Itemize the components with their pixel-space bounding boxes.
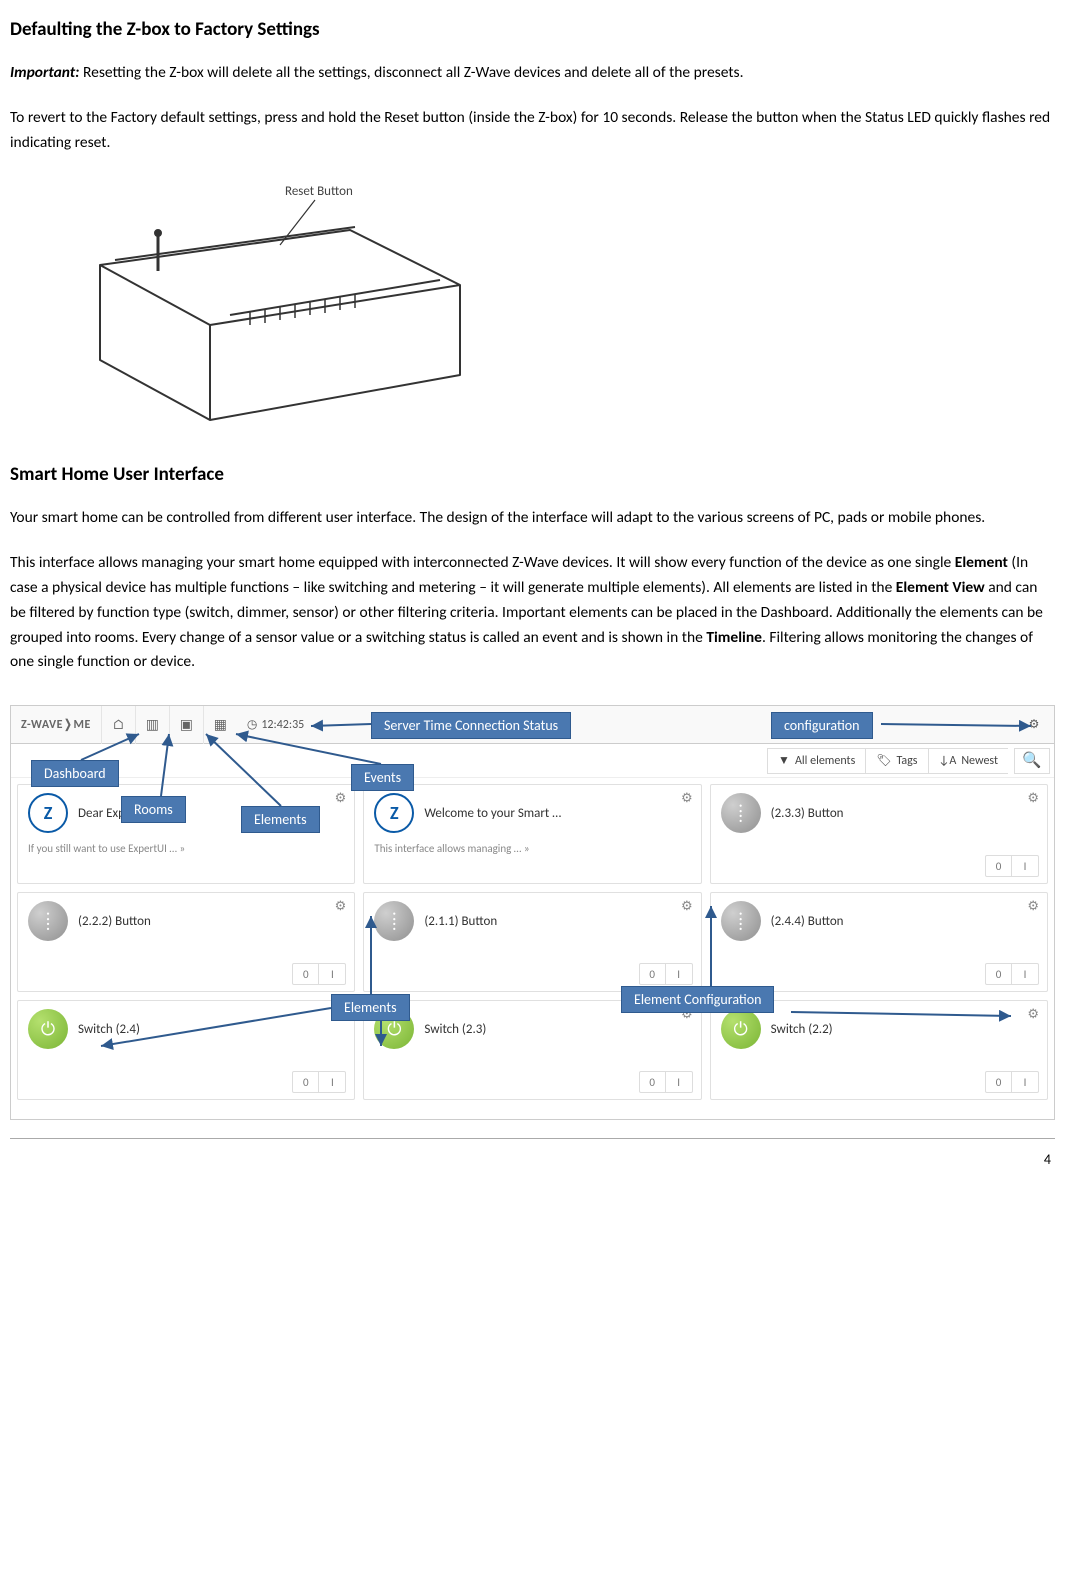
- card-title: Switch (2.3): [424, 1022, 486, 1037]
- search-icon[interactable]: 🔍: [1014, 748, 1050, 774]
- cards-grid: ⚙ Z Dear Expert User If you still want t…: [11, 778, 1054, 1114]
- p4d: Element View: [896, 578, 985, 597]
- zwave-badge-icon: Z: [28, 793, 68, 833]
- filter-tags-label: Tags: [897, 754, 918, 768]
- toggle-01[interactable]: 0I: [985, 963, 1039, 985]
- filter-newest[interactable]: ↓A Newest: [928, 748, 1009, 774]
- ui-screenshot: Z-WAVE❭ME ⌂ ▥ ▣ ▦ ◷ 12:42:35 ⚙ ▼ All ele…: [10, 705, 1055, 1120]
- card-gear-icon[interactable]: ⚙: [335, 899, 347, 914]
- switch-badge-icon: ⏻: [721, 1009, 761, 1049]
- card-gear-icon[interactable]: ⚙: [1027, 899, 1039, 914]
- elements-icon[interactable]: ▣: [169, 706, 203, 744]
- callout-server-time: Server Time Connection Status: [371, 712, 571, 739]
- card-expert-user[interactable]: ⚙ Z Dear Expert User If you still want t…: [17, 784, 355, 884]
- card-subtitle: This interface allows managing … »: [374, 842, 529, 855]
- config-gear-icon[interactable]: ⚙: [1014, 717, 1054, 732]
- brand-logo: Z-WAVE❭ME: [11, 717, 101, 732]
- callout-element-config: Element Configuration: [621, 986, 774, 1013]
- card-title: (2.2.2) Button: [78, 914, 151, 929]
- card-button-233[interactable]: ⚙ ⁞ (2.3.3) Button 0I: [710, 784, 1048, 884]
- card-title: Welcome to your Smart …: [424, 806, 561, 821]
- filter-all-label: All elements: [795, 754, 855, 768]
- filter-all-elements[interactable]: ▼ All elements: [767, 748, 865, 774]
- callout-dashboard: Dashboard: [31, 760, 119, 787]
- rooms-icon[interactable]: ▥: [135, 706, 169, 744]
- card-switch-24[interactable]: ⚙ ⏻ Switch (2.4) 0I: [17, 1000, 355, 1100]
- card-title: Switch (2.2): [771, 1022, 833, 1037]
- para-smart-home: Your smart home can be controlled from d…: [10, 506, 1055, 531]
- card-gear-icon[interactable]: ⚙: [681, 899, 693, 914]
- callout-elements-bottom: Elements: [331, 994, 410, 1021]
- time-text: 12:42:35: [261, 718, 304, 732]
- card-gear-icon[interactable]: ⚙: [1027, 791, 1039, 806]
- home-icon[interactable]: ⌂: [101, 706, 135, 744]
- para-interface-desc: This interface allows managing your smar…: [10, 551, 1055, 675]
- zwave-badge-icon: Z: [374, 793, 414, 833]
- toggle-01[interactable]: 0I: [292, 963, 346, 985]
- card-switch-22[interactable]: ⚙ ⏻ Switch (2.2) 0I: [710, 1000, 1048, 1100]
- toggle-01[interactable]: 0I: [639, 1071, 693, 1093]
- page-divider: [10, 1138, 1055, 1139]
- heading-smart-home-ui: Smart Home User Interface: [10, 463, 1055, 486]
- events-icon[interactable]: ▦: [203, 706, 237, 744]
- card-subtitle: If you still want to use ExpertUI … »: [28, 842, 185, 855]
- filter-newest-label: Newest: [961, 754, 998, 768]
- toggle-01[interactable]: 0I: [639, 963, 693, 985]
- card-switch-23[interactable]: ⚙ ⏻ Switch (2.3) 0I: [363, 1000, 701, 1100]
- callout-rooms: Rooms: [121, 796, 186, 823]
- p4b: Element: [955, 553, 1008, 572]
- toggle-01[interactable]: 0I: [985, 1071, 1039, 1093]
- toggle-01[interactable]: 0I: [292, 1071, 346, 1093]
- callout-configuration: configuration: [771, 712, 873, 739]
- device-diagram: Reset Button: [50, 175, 1055, 445]
- callout-elements-top: Elements: [241, 806, 320, 833]
- page-number: 4: [10, 1141, 1055, 1172]
- card-button-222[interactable]: ⚙ ⁞ (2.2.2) Button 0I: [17, 892, 355, 992]
- card-title: (2.4.4) Button: [771, 914, 844, 929]
- important-label: Important:: [10, 63, 79, 82]
- card-button-211[interactable]: ⚙ ⁞ (2.1.1) Button 0I: [363, 892, 701, 992]
- heading-defaulting: Defaulting the Z-box to Factory Settings: [10, 18, 1055, 41]
- card-title: Switch (2.4): [78, 1022, 140, 1037]
- para-important: Important: Resetting the Z-box will dele…: [10, 61, 1055, 86]
- button-badge-icon: ⁞: [28, 901, 68, 941]
- filter-tags[interactable]: 🏷 Tags: [865, 748, 927, 774]
- card-gear-icon[interactable]: ⚙: [681, 791, 693, 806]
- p4a: This interface allows managing your smar…: [10, 553, 955, 572]
- toggle-01[interactable]: 0I: [985, 855, 1039, 877]
- filter-row: ▼ All elements 🏷 Tags ↓A Newest 🔍: [11, 744, 1054, 778]
- button-badge-icon: ⁞: [721, 793, 761, 833]
- card-welcome[interactable]: ⚙ Z Welcome to your Smart … This interfa…: [363, 784, 701, 884]
- p4f: Timeline: [706, 628, 762, 647]
- card-gear-icon[interactable]: ⚙: [335, 791, 347, 806]
- switch-badge-icon: ⏻: [28, 1009, 68, 1049]
- button-badge-icon: ⁞: [374, 901, 414, 941]
- para-important-rest: Resetting the Z-box will delete all the …: [79, 63, 743, 82]
- callout-events: Events: [351, 764, 414, 791]
- card-button-244[interactable]: ⚙ ⁞ (2.4.4) Button 0I: [710, 892, 1048, 992]
- time-display: ◷ 12:42:35: [237, 717, 314, 732]
- device-svg: Reset Button: [50, 175, 490, 445]
- button-badge-icon: ⁞: [721, 901, 761, 941]
- reset-button-caption: Reset Button: [285, 184, 353, 199]
- card-gear-icon[interactable]: ⚙: [1027, 1007, 1039, 1022]
- card-title: (2.1.1) Button: [424, 914, 497, 929]
- card-title: (2.3.3) Button: [771, 806, 844, 821]
- para-revert: To revert to the Factory default setting…: [10, 106, 1055, 156]
